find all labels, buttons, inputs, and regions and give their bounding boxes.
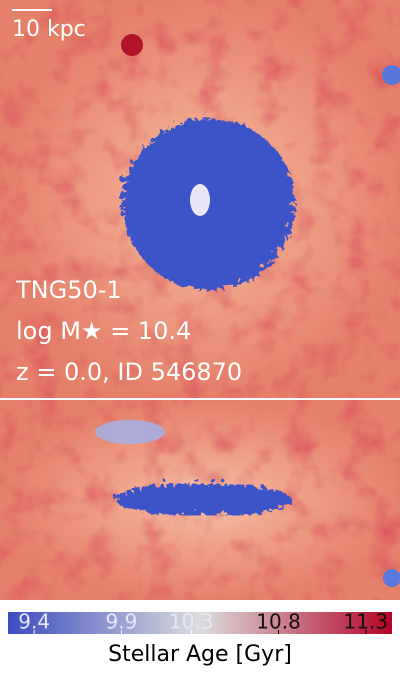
top-panel [0,0,400,398]
colorbar-tick-label: 10.8 [256,610,301,634]
annotation: log M★ = 10.4 [16,317,191,345]
colorbar-tick-label: 11.3 [344,610,389,634]
annotation: z = 0.0, ID 546870 [16,358,242,386]
scale-bar-label: 10 kpc [12,17,86,42]
colorbar-tick-label: 9.4 [18,610,50,634]
colorbar [8,612,392,634]
annotation: TNG50-1 [15,276,122,304]
colorbar-label: Stellar Age [Gyr] [108,642,292,667]
colorbar-tick-label: 9.9 [106,610,138,634]
bottom-panel [0,400,400,600]
colorbar-tick-label: 10.3 [169,610,214,634]
